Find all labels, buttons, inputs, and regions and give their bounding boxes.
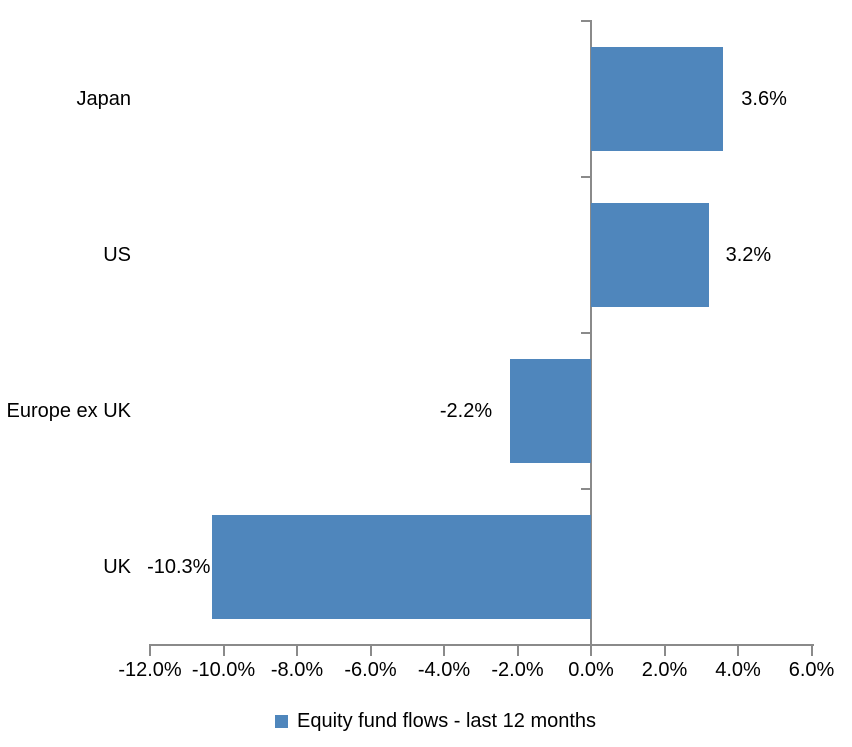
bar-japan	[591, 47, 724, 151]
x-axis-tick	[516, 644, 519, 656]
x-axis-tick	[443, 644, 445, 656]
y-axis-tick	[581, 176, 591, 178]
data-label: 3.2%	[725, 244, 772, 266]
category-label: Europe ex UK	[6, 400, 131, 422]
x-axis-tick	[663, 644, 666, 656]
data-label: 3.6%	[741, 88, 787, 110]
x-axis-tick-label: 6.0%	[788, 659, 835, 681]
bar-europe-ex-uk	[510, 359, 591, 463]
data-label: -2.2%	[439, 400, 493, 422]
data-label: -10.3%	[147, 556, 211, 578]
x-axis-tick	[810, 644, 813, 656]
x-axis-tick	[296, 644, 298, 656]
x-axis-tick-label: -6.0%	[344, 659, 397, 681]
x-axis-tick-label: -2.0%	[491, 659, 544, 681]
x-axis-tick-label: 4.0%	[715, 659, 761, 681]
y-axis-line	[590, 20, 592, 646]
x-axis-tick-label: -10.0%	[191, 659, 256, 681]
x-axis-line	[149, 644, 814, 646]
category-label: US	[103, 244, 131, 266]
legend-series-label: Equity fund flows - last 12 months	[297, 710, 597, 732]
y-axis-tick	[581, 332, 591, 334]
category-label: UK	[103, 556, 131, 578]
bar-uk	[212, 515, 591, 619]
y-axis-tick	[581, 20, 591, 22]
x-axis-tick-label: -8.0%	[270, 659, 324, 681]
x-axis-tick-label: 0.0%	[568, 659, 614, 681]
legend-series-swatch-icon	[275, 714, 288, 728]
x-axis-tick-label: -12.0%	[118, 659, 182, 681]
bar-us	[591, 203, 709, 307]
legend: Equity fund flows - last 12 months	[275, 709, 596, 733]
x-axis-tick	[737, 644, 739, 656]
x-axis-tick-label: -4.0%	[417, 659, 471, 681]
category-label: Japan	[76, 88, 132, 110]
x-axis-tick	[149, 644, 151, 656]
x-axis-tick-label: 2.0%	[641, 659, 688, 681]
x-axis-tick	[590, 644, 592, 656]
y-axis-tick	[581, 488, 591, 490]
x-axis-tick	[222, 644, 225, 656]
x-axis-tick	[369, 644, 372, 656]
